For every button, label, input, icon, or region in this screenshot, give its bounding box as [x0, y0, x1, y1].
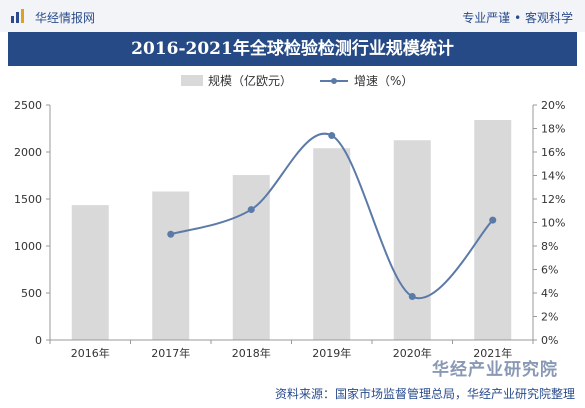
y2-tick-label: 20%	[541, 99, 565, 112]
x-tick-label: 2021年	[473, 346, 512, 360]
chart: 规模（亿欧元） 增速（%） 0 500 1000 1500 2000 2500 0% 2% 4% 6%…	[14, 73, 565, 360]
watermark-text: 华经产业研究院	[432, 360, 558, 380]
x-tick-label: 2019年	[312, 346, 351, 360]
header-bar: 华经情报网 专业严谨 • 客观科学	[0, 0, 585, 32]
growth-point	[167, 230, 175, 238]
y2-tick-label: 8%	[541, 240, 558, 253]
slogan: 专业严谨 • 客观科学	[462, 11, 573, 25]
logo-icon	[11, 9, 24, 23]
legend-marker-line	[331, 78, 337, 84]
bar	[232, 175, 270, 340]
x-tick-label: 2017年	[151, 346, 190, 360]
brand-name: 华经情报网	[35, 11, 96, 25]
bar	[313, 148, 351, 340]
chart-title: 2016-2021年全球检验检测行业规模统计	[131, 39, 454, 59]
x-tick-label: 2020年	[393, 346, 432, 360]
growth-line	[170, 132, 494, 300]
bar	[474, 120, 512, 340]
legend-swatch-bar	[181, 75, 203, 86]
x-tick-label: 2018年	[232, 346, 271, 360]
y-tick-label: 1500	[14, 193, 42, 206]
y2-tick-label: 4%	[541, 287, 558, 300]
y2-tick-label: 0%	[541, 334, 558, 347]
legend-label-bar: 规模（亿欧元）	[208, 73, 292, 88]
title-bar: 2016-2021年全球检验检测行业规模统计	[8, 32, 577, 66]
y-tick-label: 1000	[14, 240, 42, 253]
y2-tick-label: 6%	[541, 264, 558, 277]
y2-tick-label: 18%	[541, 123, 565, 136]
bar	[152, 191, 190, 340]
bar	[393, 140, 431, 340]
y2-tick-label: 12%	[541, 193, 565, 206]
bar	[71, 205, 109, 340]
y2-tick-label: 2%	[541, 311, 558, 324]
growth-point	[489, 216, 497, 224]
y2-tick-label: 10%	[541, 217, 565, 230]
source-note: 资料来源：国家市场监督管理总局，华经产业研究院整理	[274, 387, 575, 401]
y-tick-label: 2500	[14, 99, 42, 112]
y-tick-label: 500	[21, 287, 42, 300]
legend-label-line: 增速（%）	[354, 74, 413, 88]
growth-point	[328, 132, 336, 140]
y2-tick-label: 16%	[541, 146, 565, 159]
x-tick-label: 2016年	[71, 346, 110, 360]
y-tick-label: 0	[35, 334, 42, 347]
y2-tick-label: 14%	[541, 170, 565, 183]
growth-point	[408, 293, 416, 301]
y-tick-label: 2000	[14, 146, 42, 159]
growth-point	[247, 206, 255, 214]
